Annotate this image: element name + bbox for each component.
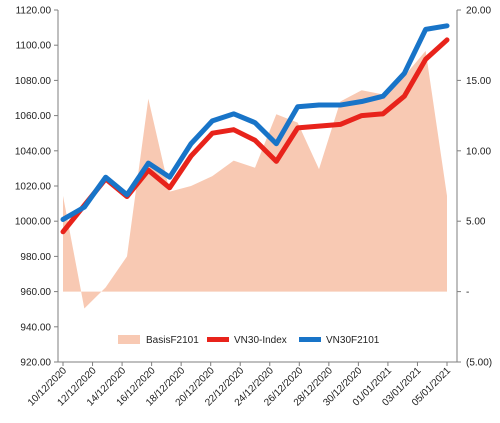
y-right-tick-label: - xyxy=(466,287,469,298)
y-left-tick-label: 940.00 xyxy=(20,322,51,333)
y-left-tick-label: 1100.00 xyxy=(16,41,52,52)
y-left-tick-label: 1040.00 xyxy=(15,146,52,157)
y-left-tick-label: 1000.00 xyxy=(15,217,52,228)
line-series-layer xyxy=(60,23,450,235)
y-left-tick-label: 1080.00 xyxy=(15,76,52,87)
legend-swatch-basisf2101 xyxy=(118,335,140,344)
basis-area-layer xyxy=(62,50,448,309)
y-left-tick-label: 1060.00 xyxy=(15,111,52,122)
y-right-tick-label: 10.00 xyxy=(466,146,491,157)
y-left-tick-label: 920.00 xyxy=(20,358,51,369)
legend-label-vn30f2101: VN30F2101 xyxy=(326,335,380,346)
y-right-tick-label: 20.00 xyxy=(466,6,491,17)
legend-label-vn30-index: VN30-Index xyxy=(234,335,287,346)
y-left-tick-label: 1020.00 xyxy=(15,182,52,193)
y-right-tick-label: 5.00 xyxy=(466,217,486,228)
legend-label-basisf2101: BasisF2101 xyxy=(146,335,199,346)
legend: BasisF2101 VN30-Index VN30F2101 xyxy=(118,335,380,346)
y-right-tick-label: (5.00) xyxy=(466,358,492,369)
y-right-tick-label: 15.00 xyxy=(466,76,491,87)
series-area-basisf2101 xyxy=(63,50,447,309)
y-left-tick-label: 1120.00 xyxy=(16,6,52,17)
y-left-tick-label: 980.00 xyxy=(20,252,51,263)
y-left-tick-label: 960.00 xyxy=(20,287,51,298)
